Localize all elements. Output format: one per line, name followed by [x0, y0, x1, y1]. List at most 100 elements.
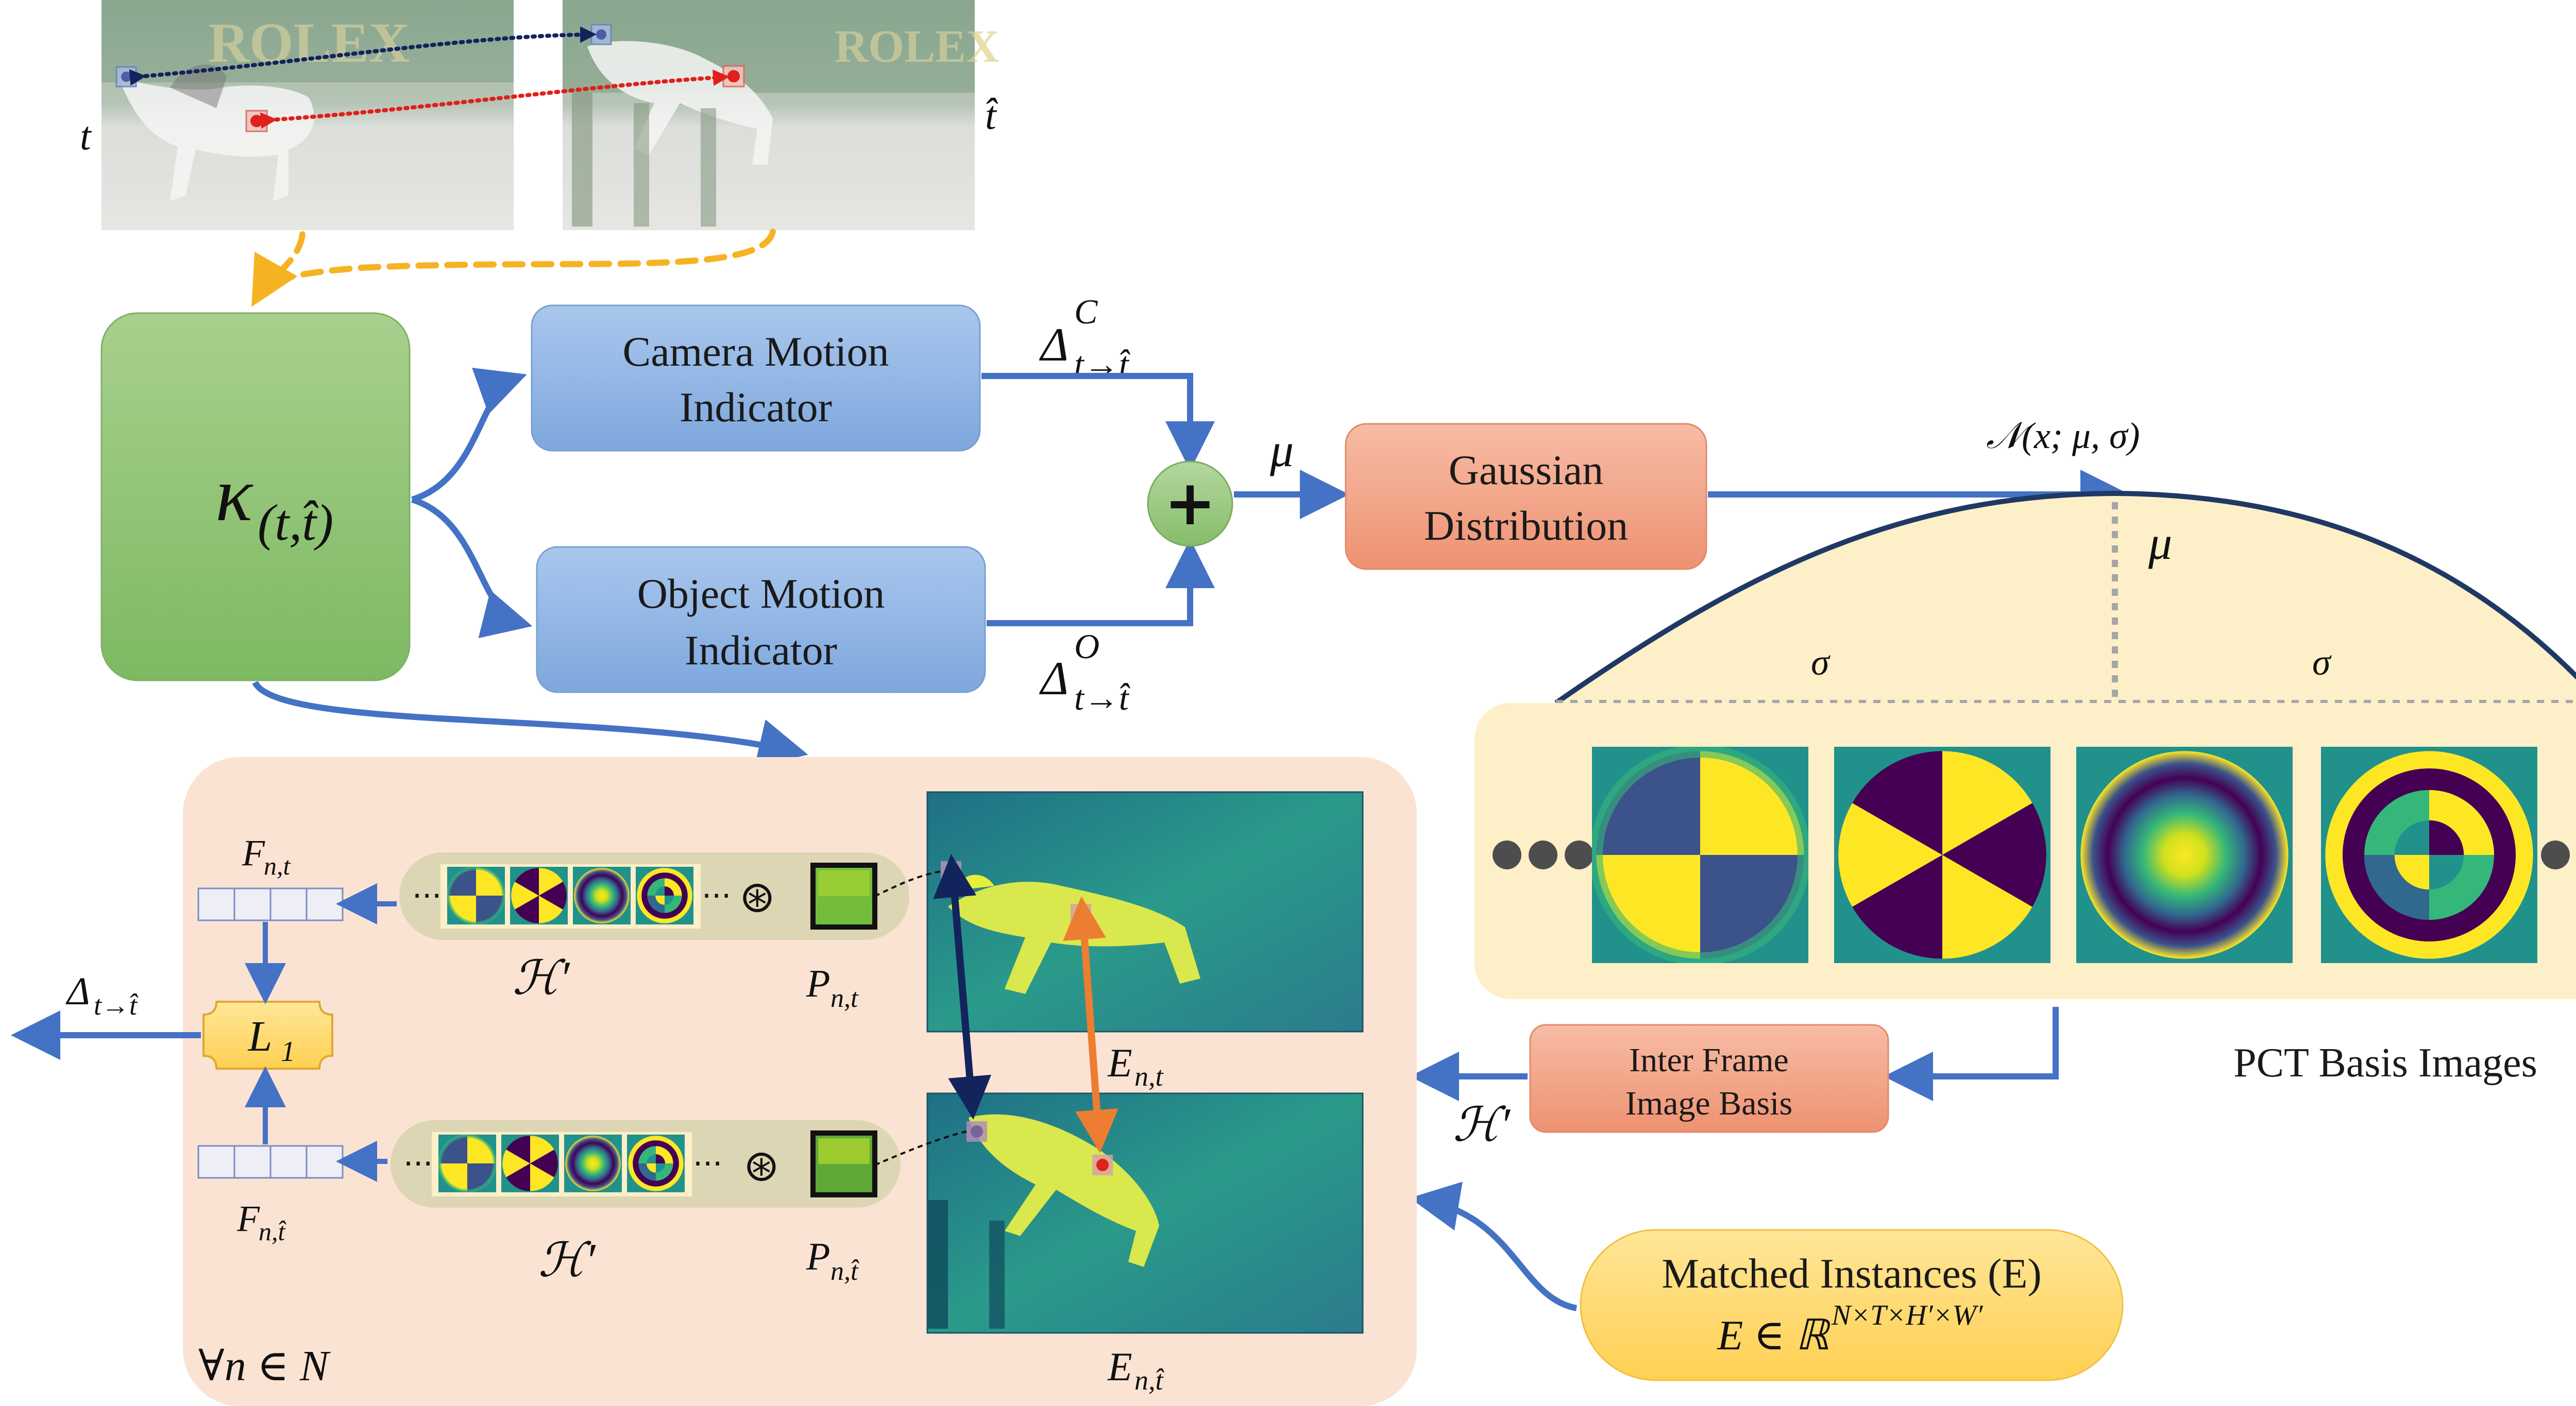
bottom-basis-thumb-2 — [501, 1135, 559, 1192]
delta-object-sub: t→t̂ — [1074, 678, 1130, 717]
bottom-feature-label: F n,t̂ — [236, 1198, 286, 1246]
top-basis-thumb-4 — [636, 867, 693, 924]
delta-camera-sup: C — [1074, 292, 1098, 331]
frame-correspondence-red — [245, 65, 745, 132]
top-basis-thumb-1 — [447, 867, 505, 924]
gaussian-curve: μ σ σ — [1554, 490, 2576, 706]
sigma-right-label: σ — [2312, 642, 2332, 683]
top-basis-thumb-2 — [510, 867, 568, 924]
l1-loss-node: L 1 — [202, 1001, 333, 1070]
object-box-line2: Indicator — [685, 627, 837, 674]
delta-camera-label: Δ C t→t̂ — [1039, 292, 1130, 384]
top-patch-symbol: P — [806, 962, 830, 1005]
top-convolution-symbol: ⊛ — [739, 871, 775, 922]
pct-basis-image-4 — [2321, 747, 2537, 963]
inter-frame-line1: Inter Frame — [1629, 1041, 1789, 1079]
bottom-basis-ellipsis-right: ··· — [693, 1146, 722, 1182]
inter-frame-basis-box: Inter Frame Image Basis — [1529, 1024, 1889, 1133]
bottom-basis-thumb-3 — [564, 1135, 622, 1192]
mu-label: μ — [1269, 424, 1294, 476]
matched-line2: E ∈ ℝ — [1717, 1312, 1831, 1359]
source-frame: ROLEX — [101, 0, 514, 230]
delta-object-label: Δ O t→t̂ — [1039, 627, 1130, 717]
output-delta-sub: t→t̂ — [94, 990, 139, 1021]
embedding-top-label: E n,t — [1107, 1040, 1164, 1092]
object-to-sum-arrow — [987, 539, 1215, 626]
matched-line1: Matched Instances (E) — [1662, 1250, 2042, 1297]
bottom-basis-row: ··· ··· ⊛ — [391, 1120, 901, 1208]
bottom-embedding-sub: n,t̂ — [1134, 1365, 1165, 1396]
loss-symbol: L — [248, 1013, 273, 1060]
pct-basis-image-3 — [2076, 747, 2293, 963]
top-embedding-sub: n,t — [1134, 1061, 1164, 1092]
kappa-to-panel-arrow — [252, 680, 808, 768]
top-embedding-symbol: E — [1107, 1040, 1132, 1085]
top-feature-label: F n,t — [242, 832, 291, 880]
gaussian-distribution-box: Gaussian Distribution — [1345, 423, 1707, 570]
camera-to-sum-arrow — [981, 373, 1215, 471]
top-feature-sub: n,t — [264, 851, 291, 880]
source-frame-label: t — [80, 113, 92, 158]
h-prime-output-label: ℋ′ — [1453, 1099, 1511, 1151]
loss-sub: 1 — [281, 1036, 295, 1068]
sum-node: + — [1147, 460, 1233, 547]
bottom-patch-symbol: P — [806, 1235, 830, 1278]
embedding-top — [926, 791, 1364, 1033]
bottom-basis-ellipsis: ··· — [403, 1146, 433, 1182]
frames-to-kappa-connector — [251, 229, 776, 307]
camera-motion-indicator: Camera Motion Indicator — [531, 304, 981, 452]
pct-basis-title: PCT Basis Images — [2233, 1040, 2537, 1086]
camera-box-line2: Indicator — [680, 384, 832, 431]
frame-correspondence-navy — [115, 24, 612, 88]
kappa-to-object-arrow — [411, 496, 533, 638]
bottom-feature-vector — [197, 1145, 344, 1179]
delta-object-sup: O — [1074, 627, 1099, 666]
bottom-basis-label: ℋ′ — [538, 1234, 596, 1287]
kappa-subscript: (t,t̂) — [258, 494, 333, 551]
sum-symbol: + — [1164, 468, 1216, 539]
object-box-line1: Object Motion — [637, 570, 885, 617]
bottom-embedding-symbol: E — [1107, 1344, 1132, 1389]
bottom-navy-keypoint — [971, 1125, 983, 1138]
bottom-basis-thumb-1 — [438, 1135, 496, 1192]
top-red-keypoint — [1075, 908, 1087, 920]
kappa-symbol: κ — [215, 452, 253, 537]
bottom-convolution-symbol: ⊛ — [743, 1140, 779, 1191]
delta-camera-symbol: Δ — [1039, 318, 1069, 371]
bottom-basis-thumb-4 — [627, 1135, 685, 1192]
gaussian-box-line2: Distribution — [1424, 502, 1628, 549]
kappa-block: κ (t,t̂) — [100, 312, 411, 681]
output-delta-label: Δ t→t̂ — [65, 970, 139, 1021]
bottom-patch-sub: n,t̂ — [831, 1257, 859, 1286]
pct-basis-panel — [1475, 703, 2576, 999]
delta-object-symbol: Δ — [1039, 652, 1069, 705]
pct-to-interframe-arrow — [1884, 1007, 2059, 1101]
inter-frame-line2: Image Basis — [1625, 1085, 1792, 1122]
object-motion-indicator: Object Motion Indicator — [536, 546, 986, 693]
top-basis-ellipsis: ··· — [412, 878, 442, 914]
matched-line2-sup: N×T×H′×W′ — [1831, 1299, 1983, 1331]
matched-instances-box: Matched Instances (E) E ∈ ℝ N×T×H′×W′ — [1580, 1229, 2124, 1381]
curve-mu-label: μ — [2148, 517, 2172, 569]
top-patch-label: P n,t — [806, 962, 859, 1013]
navy-correspondence-arrow — [933, 854, 992, 1120]
normal-distribution-label: 𝒩(x; μ, σ) — [1986, 415, 2140, 456]
top-feature-vector — [197, 887, 344, 921]
top-basis-thumb-3 — [573, 867, 631, 924]
embedding-bottom-label: E n,t̂ — [1107, 1344, 1165, 1396]
sigma-left-label: σ — [1811, 642, 1831, 683]
top-basis-ellipsis-right: ··· — [702, 878, 731, 914]
orange-correspondence-arrow — [1063, 896, 1118, 1153]
top-feature-symbol: F — [242, 832, 265, 873]
bottom-patch-link — [874, 1130, 967, 1166]
top-navy-keypoint — [945, 865, 957, 878]
gaussian-box-line1: Gaussian — [1449, 447, 1604, 493]
bottom-feature-symbol: F — [236, 1198, 260, 1239]
embedding-bottom — [926, 1092, 1364, 1334]
top-basis-label: ℋ′ — [512, 952, 570, 1004]
matched-to-panel-arrow — [1410, 1181, 1578, 1311]
target-frame: ROLEX — [563, 0, 999, 230]
output-delta-symbol: Δ — [65, 970, 90, 1013]
top-basis-row: ··· ··· ⊛ — [399, 852, 909, 940]
bottom-feature-sub: n,t̂ — [259, 1217, 286, 1246]
